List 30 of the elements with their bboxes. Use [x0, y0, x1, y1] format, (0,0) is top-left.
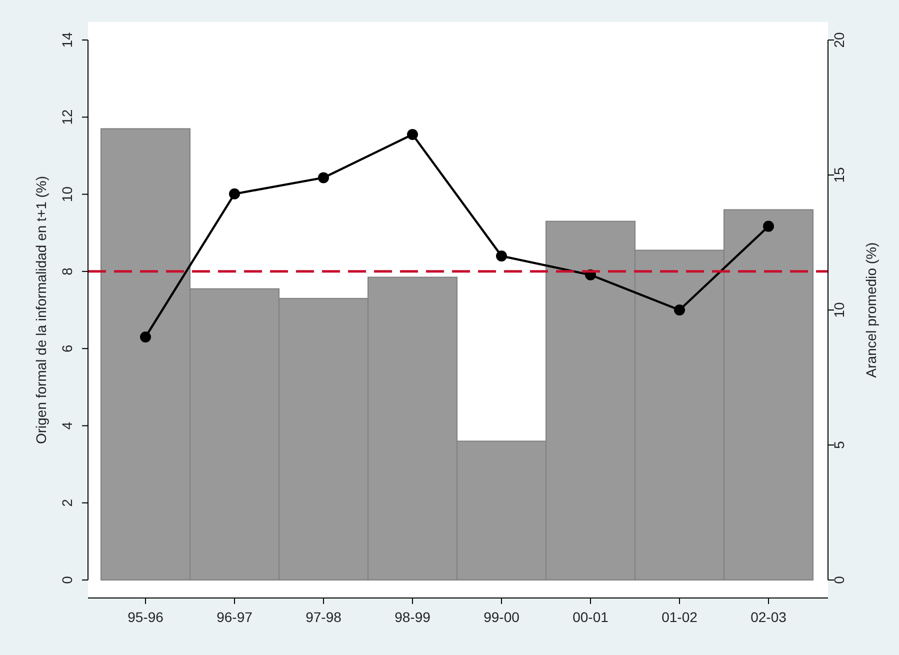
- point: [318, 172, 329, 184]
- y2-tick-label: 10: [831, 302, 847, 318]
- x-tick-label: 96-97: [216, 609, 253, 625]
- point: [763, 220, 774, 232]
- y2-tick-label: 5: [831, 440, 847, 449]
- point: [674, 304, 685, 316]
- point: [229, 188, 240, 200]
- y-tick-label: 0: [59, 576, 75, 584]
- x-tick-label: 95-96: [128, 609, 164, 625]
- y2-tick-label: 0: [831, 576, 847, 584]
- x-tick-label: 02-03: [750, 609, 787, 625]
- y2-tick-label: 15: [831, 167, 847, 183]
- y2-tick-label: 20: [831, 32, 847, 48]
- point: [140, 332, 151, 342]
- point: [496, 250, 507, 262]
- x-tick-label: 01-02: [662, 609, 698, 625]
- y2-axis-title: Arancel promedio (%): [863, 242, 879, 378]
- x-tick-label: 99-00: [484, 609, 520, 625]
- y-tick-label: 12: [59, 109, 75, 125]
- y-tick-label: 2: [59, 498, 75, 507]
- y-tick-label: 8: [59, 267, 75, 276]
- y-tick-label: 14: [59, 32, 75, 48]
- y-tick-label: 10: [59, 186, 75, 202]
- y-axis-title: Origen formal de la informalidad en t+1 (%): [33, 176, 49, 444]
- point: [407, 129, 418, 140]
- y-tick-label: 4: [59, 422, 75, 430]
- x-tick-label: 98-99: [394, 609, 431, 625]
- x-tick-label: 00-01: [572, 609, 609, 625]
- x-tick-label: 97-98: [306, 609, 342, 625]
- y-tick-label: 6: [59, 344, 75, 352]
